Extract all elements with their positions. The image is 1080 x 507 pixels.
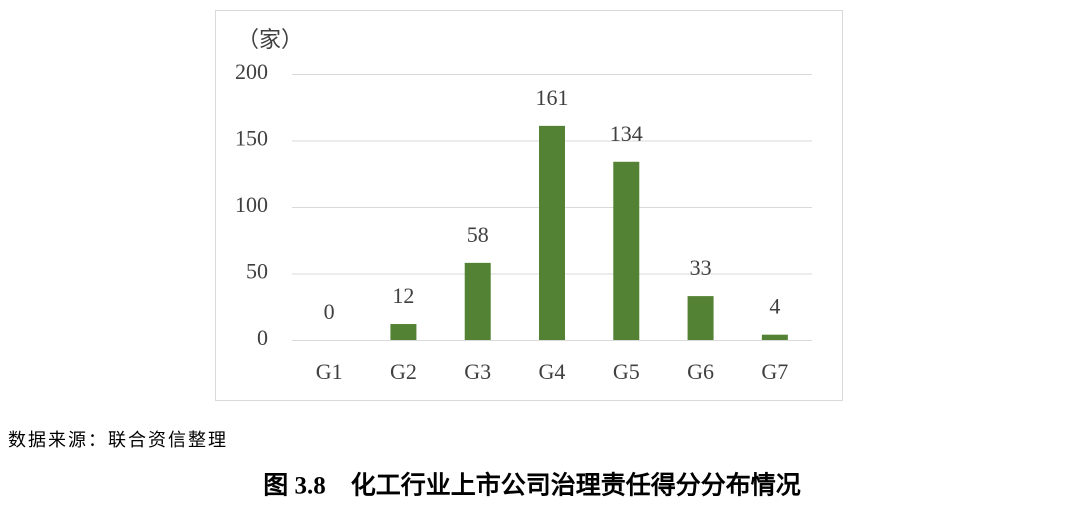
y-tick-label: 50	[246, 259, 268, 284]
x-tick-label: G1	[316, 359, 343, 384]
bar	[613, 161, 640, 340]
value-label: 58	[467, 222, 489, 247]
value-label: 4	[769, 294, 780, 319]
y-unit: （家）	[237, 27, 303, 52]
value-label: 12	[392, 283, 414, 308]
x-tick-label: G6	[687, 359, 714, 384]
value-label: 0	[324, 299, 335, 324]
x-tick-label: G4	[539, 359, 566, 384]
value-label: 161	[536, 85, 569, 110]
bar	[761, 334, 788, 340]
y-tick-label: 0	[257, 325, 268, 350]
value-label: 33	[690, 255, 712, 280]
x-tick-label: G3	[464, 359, 491, 384]
y-tick-label: 100	[235, 192, 268, 217]
bar	[687, 296, 714, 340]
value-label: 134	[610, 121, 643, 146]
x-tick-label: G7	[761, 359, 788, 384]
source-note: 数据来源：联合资信整理	[8, 430, 228, 450]
y-tick-label: 150	[235, 126, 268, 151]
y-tick-label: 200	[235, 59, 268, 84]
x-tick-label: G2	[390, 359, 417, 384]
figure-caption: 图 3.8 化工行业上市公司治理责任得分分布情况	[263, 471, 801, 500]
bar	[390, 324, 417, 340]
x-tick-label: G5	[613, 359, 640, 384]
bar	[539, 125, 565, 341]
bar	[464, 262, 491, 340]
chart-frame	[215, 10, 843, 401]
